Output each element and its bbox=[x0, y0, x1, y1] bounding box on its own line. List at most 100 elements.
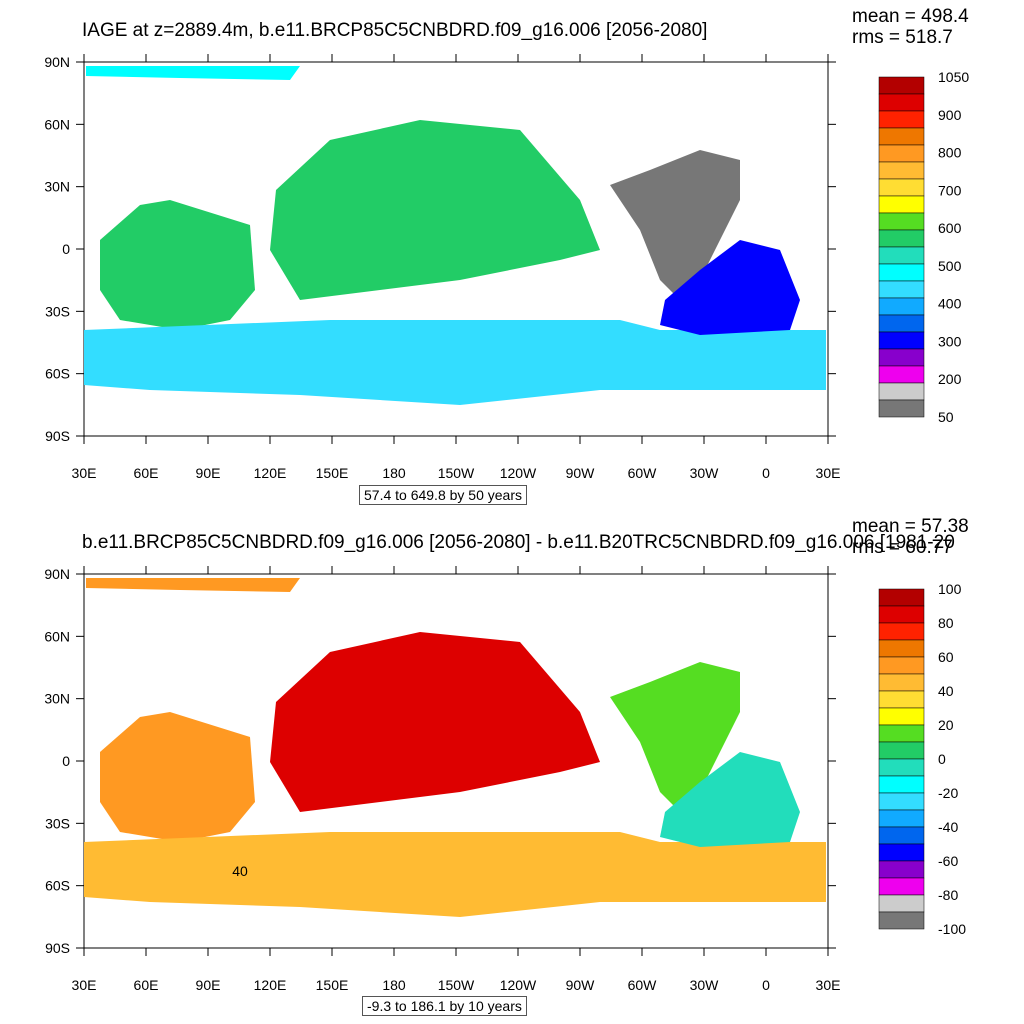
x-tick-label: 30E bbox=[816, 977, 841, 993]
x-tick-label: 150W bbox=[438, 465, 475, 481]
ocean-region-north-pacific bbox=[270, 120, 600, 300]
ocean-region-south-atlantic bbox=[660, 752, 800, 847]
ocean-region-arctic bbox=[86, 66, 300, 80]
colorbar-cell bbox=[878, 93, 925, 112]
colorbar-cell bbox=[878, 280, 925, 299]
y-tick-label: 60S bbox=[45, 878, 70, 894]
colorbar-cell bbox=[878, 588, 925, 607]
contour-label: 40 bbox=[232, 863, 248, 879]
chart-title: b.e11.BRCP85C5CNBDRD.f09_g16.006 [2056-2… bbox=[82, 532, 955, 553]
x-tick-label: 120W bbox=[500, 977, 537, 993]
colorbar-label: 40 bbox=[938, 683, 954, 699]
contour-range-note: 57.4 to 649.8 by 50 years bbox=[359, 485, 527, 505]
ocean-region-north-atlantic bbox=[610, 150, 740, 300]
x-tick-label: 30W bbox=[690, 465, 720, 481]
colorbar-label: 100 bbox=[938, 581, 962, 597]
y-tick-label: 30S bbox=[45, 815, 70, 831]
y-tick-label: 60N bbox=[44, 116, 70, 132]
colorbar-cell bbox=[878, 212, 925, 231]
colorbar-label: 1050 bbox=[938, 69, 969, 85]
x-tick-label: 30W bbox=[690, 977, 720, 993]
x-tick-label: 60W bbox=[628, 465, 658, 481]
colorbar-label: 50 bbox=[938, 409, 954, 425]
colorbar-label: 300 bbox=[938, 333, 962, 349]
colorbar-label: -40 bbox=[938, 819, 958, 835]
x-tick-label: 120E bbox=[254, 977, 287, 993]
colorbar-label: 80 bbox=[938, 615, 954, 631]
colorbar-cell bbox=[878, 365, 925, 384]
x-tick-label: 0 bbox=[762, 465, 770, 481]
colorbar-cell bbox=[878, 775, 925, 794]
colorbar-cell bbox=[878, 127, 925, 146]
colorbar-cell bbox=[878, 707, 925, 726]
colorbar-cell bbox=[878, 229, 925, 248]
colorbar-cell bbox=[878, 348, 925, 367]
colorbar-label: 600 bbox=[938, 220, 962, 236]
map-plot: 30E 60E 90E 120E 150E 180 150W 120W 90W 60W 30W 0 30… bbox=[44, 566, 966, 993]
colorbar-label: -100 bbox=[938, 921, 966, 937]
colorbar-cell bbox=[878, 741, 925, 760]
x-tick-label: 60E bbox=[134, 977, 159, 993]
colorbar-cell bbox=[878, 639, 925, 658]
y-tick-label: 30S bbox=[45, 303, 70, 319]
y-tick-label: 90N bbox=[44, 54, 70, 70]
y-tick-label: 60S bbox=[45, 366, 70, 382]
colorbar-label: 500 bbox=[938, 258, 962, 274]
colorbar-cell bbox=[878, 690, 925, 709]
stats-block: mean = 57.38 rms = 60.77 bbox=[852, 516, 969, 558]
colorbar-cell bbox=[878, 297, 925, 316]
colorbar-cell bbox=[878, 826, 925, 845]
x-tick-label: 150W bbox=[438, 977, 475, 993]
x-tick-label: 30E bbox=[72, 977, 97, 993]
ocean-region-north-atlantic bbox=[610, 662, 740, 812]
colorbar-cell bbox=[878, 724, 925, 743]
contour-range-note: -9.3 to 186.1 by 10 years bbox=[362, 996, 527, 1016]
x-tick-label: 90E bbox=[196, 465, 221, 481]
colorbar-cell bbox=[878, 76, 925, 95]
x-tick-label: 180 bbox=[382, 465, 406, 481]
chart-title: IAGE at z=2889.4m, b.e11.BRCP85C5CNBDRD.… bbox=[82, 20, 708, 41]
rms-text: rms = 60.77 bbox=[852, 537, 953, 558]
x-tick-label: 150E bbox=[316, 977, 349, 993]
age-difference-map-panel: b.e11.BRCP85C5CNBDRD.f09_g16.006 [2056-2… bbox=[0, 512, 1024, 1024]
colorbar-cell bbox=[878, 758, 925, 777]
ocean-region-south-atlantic bbox=[660, 240, 800, 335]
ocean-region-indian-ocean bbox=[100, 712, 255, 842]
colorbar-cell bbox=[878, 382, 925, 401]
colorbar-cell bbox=[878, 178, 925, 197]
ocean-region-north-pacific bbox=[270, 632, 600, 812]
x-tick-label: 120W bbox=[500, 465, 537, 481]
colorbar-label: 20 bbox=[938, 717, 954, 733]
x-tick-label: 30E bbox=[816, 465, 841, 481]
colorbar-cell bbox=[878, 110, 925, 129]
x-tick-label: 150E bbox=[316, 465, 349, 481]
colorbar-cell bbox=[878, 195, 925, 214]
colorbar-cell bbox=[878, 894, 925, 913]
colorbar-cell bbox=[878, 605, 925, 624]
colorbar-cell bbox=[878, 877, 925, 896]
y-tick-label: 90N bbox=[44, 566, 70, 582]
colorbar-cell bbox=[878, 161, 925, 180]
colorbar-cell bbox=[878, 656, 925, 675]
mean-text: mean = 57.38 bbox=[852, 516, 969, 537]
colorbar-label: 800 bbox=[938, 145, 962, 161]
y-tick-label: 30N bbox=[44, 179, 70, 195]
y-tick-label: 90S bbox=[45, 940, 70, 956]
colorbar-label: -60 bbox=[938, 853, 958, 869]
y-tick-label: 60N bbox=[44, 628, 70, 644]
ocean-region-arctic bbox=[86, 578, 300, 592]
x-tick-label: 180 bbox=[382, 977, 406, 993]
colorbar-label: -20 bbox=[938, 785, 958, 801]
colorbar-label: 200 bbox=[938, 371, 962, 387]
y-tick-label: 30N bbox=[44, 691, 70, 707]
rms-text: rms = 518.7 bbox=[852, 27, 953, 48]
x-tick-label: 60E bbox=[134, 465, 159, 481]
x-tick-label: 120E bbox=[254, 465, 287, 481]
colorbar-label: 900 bbox=[938, 107, 962, 123]
x-tick-label: 0 bbox=[762, 977, 770, 993]
colorbar-cell bbox=[878, 911, 925, 930]
colorbar-label: 0 bbox=[938, 751, 946, 767]
colorbar-cell bbox=[878, 843, 925, 862]
x-tick-label: 90W bbox=[566, 977, 596, 993]
x-tick-label: 30E bbox=[72, 465, 97, 481]
